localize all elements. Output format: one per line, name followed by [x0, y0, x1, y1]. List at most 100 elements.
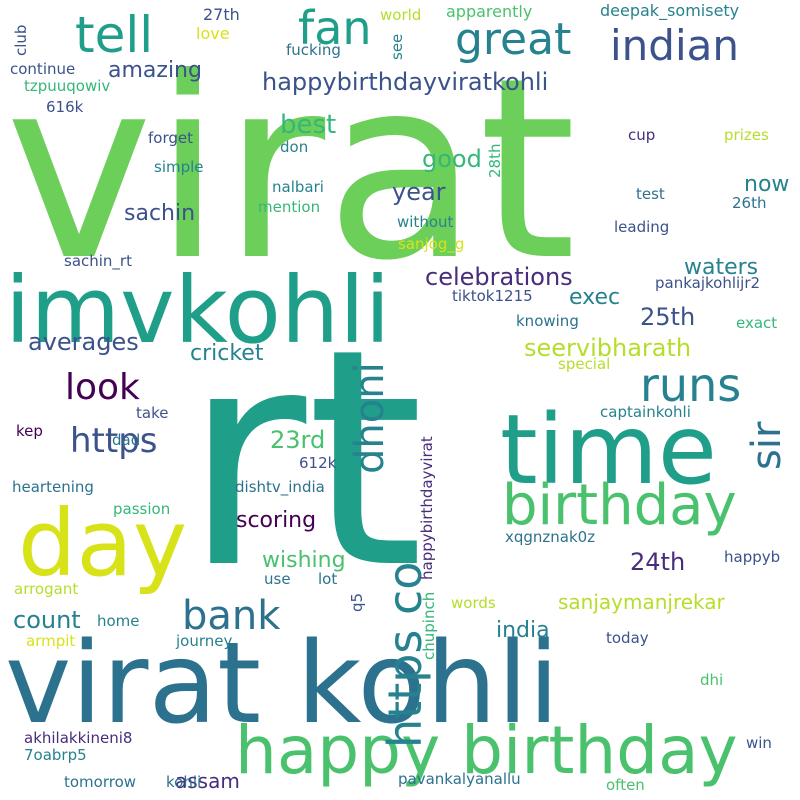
word-kep: kep: [16, 422, 43, 440]
word-dishtv-india: dishtv_india: [235, 478, 325, 496]
word-bank: bank: [182, 593, 281, 639]
word-take: take: [136, 404, 169, 422]
word-lot: lot: [318, 570, 338, 588]
word-best: best: [280, 110, 337, 140]
word-arrogant: arrogant: [14, 580, 79, 598]
word-https: https: [70, 421, 158, 461]
word-dad: dad: [112, 431, 141, 449]
word-year: year: [392, 178, 446, 206]
word-home: home: [97, 612, 140, 630]
word-win: win: [746, 734, 772, 752]
word-7oabrp5: 7oabrp5: [24, 746, 87, 764]
word-akhilakkineni8: akhilakkineni8: [24, 729, 133, 747]
word-dhi: dhi: [700, 671, 724, 689]
word-journey: journey: [176, 632, 233, 650]
word-captainkohli: captainkohli: [600, 403, 691, 421]
word-cricket: cricket: [190, 341, 264, 366]
word-seervibharath: seervibharath: [524, 334, 692, 362]
word-exec: exec: [569, 285, 621, 310]
word-don: don: [280, 138, 309, 156]
word-happyb: happyb: [724, 548, 781, 566]
word-passion: passion: [113, 500, 171, 518]
word-simple: simple: [154, 158, 204, 176]
word-averages: averages: [28, 328, 139, 356]
word-25th: 25th: [640, 303, 696, 331]
word-special: special: [558, 355, 611, 373]
word-day: day: [18, 490, 188, 597]
word-nalbari: nalbari: [272, 178, 324, 196]
word-tell: tell: [75, 6, 154, 64]
word-often: often: [606, 776, 645, 794]
word-time: time: [500, 394, 717, 506]
word-612k: 612k: [299, 454, 337, 472]
word-world: world: [380, 6, 422, 24]
word-fucking: fucking: [286, 41, 341, 59]
word-28th: 28th: [486, 143, 504, 178]
word-24th: 24th: [630, 548, 686, 576]
word-now: now: [744, 172, 790, 197]
word-sachin-rt: sachin_rt: [64, 252, 132, 270]
word-without: without: [397, 213, 454, 231]
word-sanjog-g: sanjog_g: [398, 235, 465, 253]
word-knowing: knowing: [516, 312, 579, 330]
word-cup: cup: [628, 126, 656, 144]
word-armpit: armpit: [26, 632, 76, 650]
word-sanjaymanjrekar: sanjaymanjrekar: [558, 590, 725, 614]
word-tomorrow: tomorrow: [64, 773, 137, 791]
word-26th: 26th: [732, 194, 767, 212]
word-love: love: [196, 24, 230, 43]
word-mention: mention: [258, 198, 321, 216]
word-pavankalyanallu: pavankalyanallu: [398, 770, 521, 788]
word-616k: 616k: [46, 98, 84, 116]
word-words: words: [451, 594, 496, 612]
word-tzpuuqowiv: tzpuuqowiv: [24, 77, 111, 95]
word-wishing: wishing: [262, 548, 346, 573]
word-fan: fan: [298, 1, 372, 55]
word-chupinch: chupinch: [420, 591, 438, 660]
word-happy-birthday: happy birthday: [235, 712, 738, 789]
word-birthday: birthday: [502, 473, 737, 538]
word-waters: waters: [684, 255, 759, 280]
word-sachin: sachin: [124, 201, 196, 226]
word-virat-kohli: virat kohli: [5, 619, 560, 749]
word-dhoni: dhoni: [347, 362, 393, 474]
word-virat: virat: [5, 24, 577, 315]
word-heartening: heartening: [12, 478, 94, 496]
word-xqgnznak0z: xqgnznak0z: [505, 528, 596, 546]
word-today: today: [606, 629, 649, 647]
word-use: use: [264, 570, 291, 588]
word-good: good: [422, 145, 482, 173]
word-assam: assam: [175, 769, 240, 793]
word-club: club: [12, 24, 30, 56]
word-pankajkohlijr2: pankajkohlijr2: [655, 274, 761, 292]
word-happybirthdayviratkohli: happybirthdayviratkohli: [262, 68, 549, 96]
word-amazing: amazing: [108, 58, 202, 83]
word-23rd: 23rd: [270, 426, 326, 454]
word-q5: q5: [348, 592, 366, 612]
word-count: count: [13, 606, 81, 634]
word-imvkohli: imvkohli: [5, 257, 391, 364]
word-exact: exact: [736, 314, 778, 332]
word-great: great: [455, 14, 572, 65]
word-test: test: [636, 185, 665, 203]
word-tiktok1215: tiktok1215: [452, 287, 533, 305]
word-continue: continue: [10, 60, 76, 78]
word-celebrations: celebrations: [425, 263, 573, 291]
word-kohli: kohli: [166, 773, 202, 791]
word-prizes: prizes: [724, 126, 769, 144]
word-forget: forget: [148, 129, 193, 147]
word-apparently: apparently: [446, 2, 533, 21]
word-happybirthdayvirat: happybirthdayvirat: [418, 436, 436, 580]
word-see: see: [388, 33, 406, 60]
word-look: look: [65, 367, 140, 408]
word-27th: 27th: [203, 5, 240, 24]
word-sir: sir: [744, 421, 790, 470]
word-rt: rt: [183, 285, 424, 634]
word-scoring: scoring: [236, 508, 317, 533]
word-leading: leading: [614, 218, 670, 236]
word-deepak-somisety: deepak_somisety: [600, 1, 740, 20]
word-runs: runs: [640, 358, 742, 412]
word-india: india: [496, 618, 550, 643]
word-indian: indian: [610, 21, 739, 70]
